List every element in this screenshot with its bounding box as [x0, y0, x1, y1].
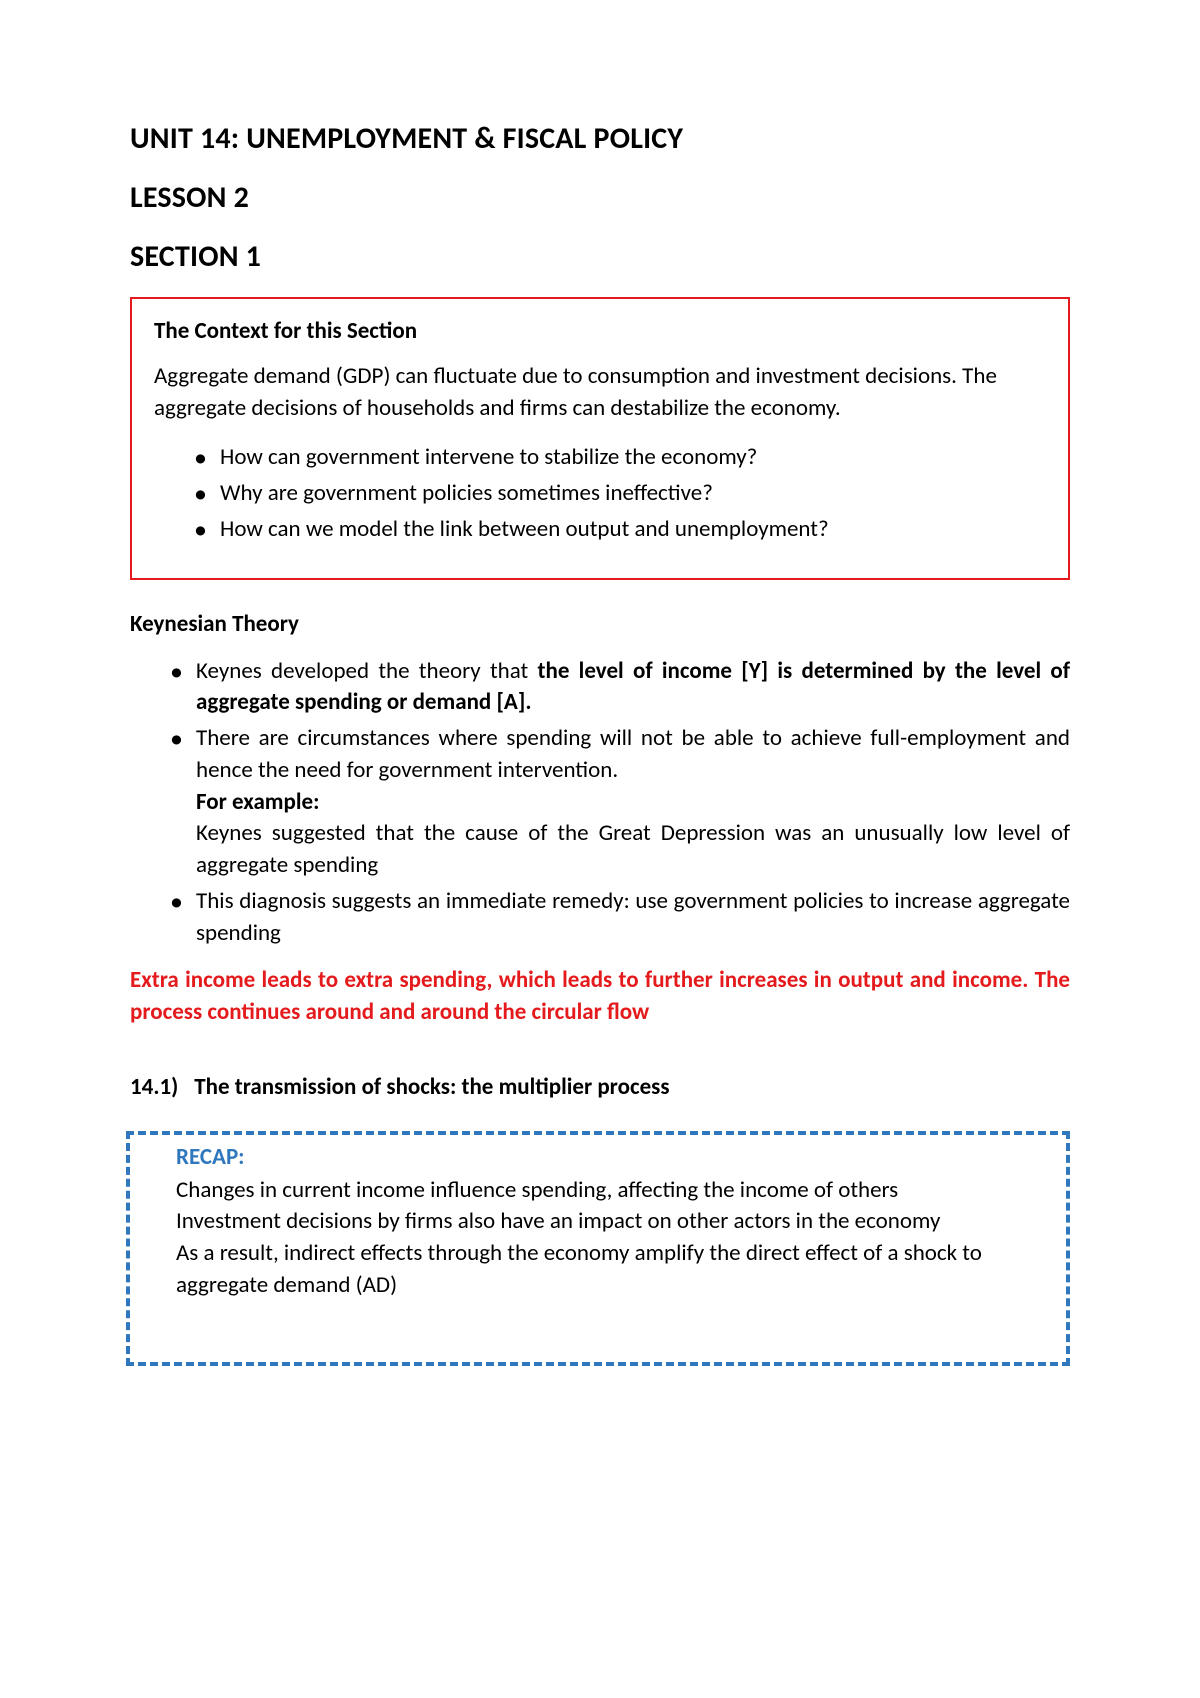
recap-line-1: Changes in current income influence spen…: [176, 1175, 1032, 1207]
lesson-heading: LESSON 2: [130, 179, 1070, 216]
keynesian-title: Keynesian Theory: [130, 610, 1070, 638]
keynesian-bullet-3: This diagnosis suggests an immediate rem…: [170, 886, 1070, 949]
context-bullet: How can government intervene to stabiliz…: [194, 442, 1046, 474]
unit-heading: UNIT 14: UNEMPLOYMENT & FISCAL POLICY: [130, 120, 1070, 157]
keynesian-b2-line2: Keynes suggested that the cause of the G…: [196, 819, 1070, 879]
section-heading: SECTION 1: [130, 238, 1070, 275]
section-14-1-heading: 14.1) The transmission of shocks: the mul…: [130, 1073, 1070, 1101]
context-box: The Context for this Section Aggregate d…: [130, 297, 1070, 580]
keynesian-b2-line1: There are circumstances where spending w…: [196, 724, 1070, 784]
recap-line-3: As a result, indirect effects through th…: [176, 1238, 1032, 1301]
keynesian-bullet-1: Keynes developed the theory that the lev…: [170, 656, 1070, 719]
recap-box: RECAP: Changes in current income influen…: [126, 1131, 1070, 1366]
red-emphasis-text: Extra income leads to extra spending, wh…: [130, 965, 1070, 1028]
context-intro: Aggregate demand (GDP) can fluctuate due…: [154, 361, 1046, 424]
context-bullet: How can we model the link between output…: [194, 514, 1046, 546]
recap-line-2: Investment decisions by firms also have …: [176, 1206, 1032, 1238]
keynesian-b2-example: For example:: [196, 788, 319, 816]
keynesian-b1-pre: Keynes developed the theory that: [196, 657, 538, 685]
keynesian-bullet-2: There are circumstances where spending w…: [170, 723, 1070, 882]
context-bullets: How can government intervene to stabiliz…: [154, 442, 1046, 545]
context-bullet: Why are government policies sometimes in…: [194, 478, 1046, 510]
section-number: 14.1): [130, 1073, 178, 1101]
recap-title: RECAP:: [176, 1143, 1032, 1171]
keynesian-bullets: Keynes developed the theory that the lev…: [130, 656, 1070, 950]
section-title: The transmission of shocks: the multipli…: [194, 1073, 669, 1101]
context-title: The Context for this Section: [154, 317, 1046, 345]
